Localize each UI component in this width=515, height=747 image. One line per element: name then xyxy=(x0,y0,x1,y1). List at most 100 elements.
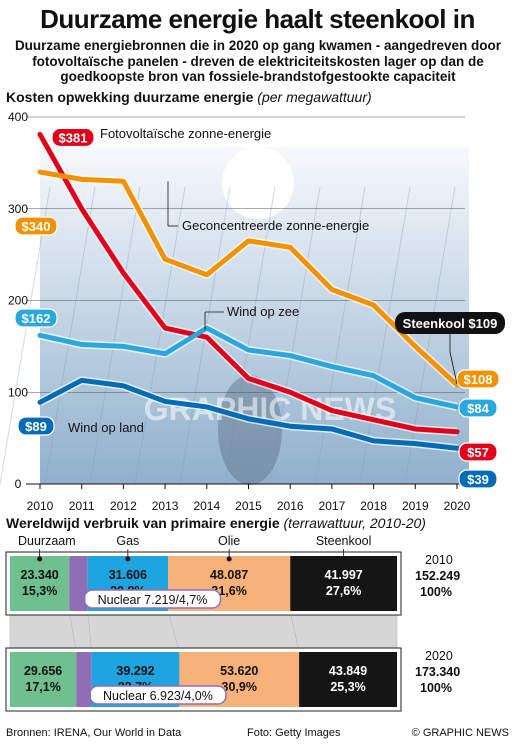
segment-value-label: 53.620 xyxy=(220,664,258,678)
onshore-end-label-box xyxy=(458,469,498,489)
segment-value-label: 43.849 xyxy=(329,664,367,678)
nuclear-callout-pointer xyxy=(83,690,91,700)
connector-band xyxy=(9,610,77,653)
bar-segment-duurzaam-2010 xyxy=(10,556,70,611)
offshore-series-name: Wind op zee xyxy=(227,304,299,319)
coal-annotation-label: Steenkool $109 xyxy=(403,316,498,331)
bar-segment-duurzaam-2020 xyxy=(10,652,77,707)
x-tick-label: 2010 xyxy=(27,499,54,513)
pv-series-name: Fotovoltaïsche zonne-energie xyxy=(100,126,271,141)
onshore-end-label: $39 xyxy=(467,472,489,487)
category-leader-dot xyxy=(125,556,131,562)
connector-band xyxy=(289,610,398,653)
category-leader-dot xyxy=(226,556,232,562)
x-tick-label: 2019 xyxy=(402,499,429,513)
segment-value-label: 48.087 xyxy=(210,568,248,582)
footer-photo-credit: Foto: Getty Images xyxy=(247,727,341,739)
pv-end-label-box xyxy=(458,442,498,462)
x-tick-label: 2012 xyxy=(110,499,137,513)
category-leader-dot xyxy=(341,556,347,562)
total-value-label: 173.340 xyxy=(415,665,460,679)
segment-share-label: 27,6% xyxy=(326,584,361,598)
x-tick-label: 2020 xyxy=(444,499,471,513)
offshore-start-label-box xyxy=(14,308,58,328)
bar-segment-steenkool-2010 xyxy=(290,556,397,611)
offshore-end-label: $84 xyxy=(467,401,489,416)
section-consumption-label: Wereldwijd verbruik van primaire energie xyxy=(6,515,280,531)
total-share-label: 100% xyxy=(420,681,452,695)
section-costs-heading: Kosten opwekking duurzame energie (per m… xyxy=(6,89,372,105)
y-tick-label: 200 xyxy=(8,294,28,308)
person-silhouette xyxy=(218,375,282,485)
segment-value-label: 39.292 xyxy=(116,664,154,678)
x-tick-label: 2013 xyxy=(152,499,179,513)
segment-share-label: 15,3% xyxy=(22,584,57,598)
panel-grid-line xyxy=(134,186,186,485)
footer-copyright: © GRAPHIC NEWS xyxy=(411,727,509,739)
segment-share-label: 30,9% xyxy=(222,680,257,694)
category-label-olie: Olie xyxy=(218,534,240,548)
y-tick-label: 100 xyxy=(8,385,28,399)
connector-band xyxy=(87,610,180,653)
csp-start-label-box xyxy=(14,216,58,236)
charts-svg: 0 100 200 300 400 2010 2011 2012 2013 2014 2015 201… xyxy=(0,110,505,712)
nuclear-callout-text: Nuclear 6.923/4,0% xyxy=(103,689,213,703)
panel-grid-line xyxy=(314,186,366,485)
panel-grid-line xyxy=(359,186,411,485)
x-tick-label: 2014 xyxy=(193,499,220,513)
onshore-series-name: Wind op land xyxy=(68,420,144,435)
panel-grid-line xyxy=(89,186,141,485)
section-costs-label: Kosten opwekking duurzame energie xyxy=(6,89,254,105)
coal-annotation-box xyxy=(395,312,505,334)
panel-grid-line xyxy=(224,186,276,485)
onshore-start-label-box xyxy=(17,416,55,436)
y-tick-label: 0 xyxy=(15,477,22,491)
csp-end-label: $108 xyxy=(464,372,493,387)
section-consumption-unit: (terrawattuur, 2010-20) xyxy=(283,515,426,531)
onshore-start-label: $89 xyxy=(25,419,47,434)
offshore-end-label-box xyxy=(458,398,498,418)
total-value-label: 152.249 xyxy=(415,569,460,583)
total-year-label: 2010 xyxy=(425,553,453,567)
segment-value-label: 29.656 xyxy=(24,664,62,678)
page-title: Duurzame energie haalt steenkool in xyxy=(40,4,475,34)
category-label-duurzaam: Duurzaam xyxy=(18,534,76,548)
csp-start-label: $340 xyxy=(22,219,51,234)
connector-band xyxy=(167,610,300,653)
csp-series-name: Geconcentreerde zonne-energie xyxy=(182,218,369,233)
category-leader-dot xyxy=(37,556,43,562)
panel-grid-line xyxy=(44,186,96,485)
nuclear-callout-pointer xyxy=(78,594,86,604)
pv-start-label: $381 xyxy=(59,130,88,145)
offshore-start-label: $162 xyxy=(22,311,51,326)
pv-start-label-box xyxy=(51,127,95,148)
panel-grid-line xyxy=(404,186,456,485)
y-tick-label: 300 xyxy=(8,202,28,216)
section-costs-unit: (per megawattuur) xyxy=(257,89,372,105)
segment-value-label: 23.340 xyxy=(21,568,59,582)
x-tick-label: 2015 xyxy=(235,499,262,513)
x-tick-label: 2016 xyxy=(277,499,304,513)
panel-grid-line xyxy=(269,186,321,485)
x-tick-label: 2018 xyxy=(360,499,387,513)
pv-end-label: $57 xyxy=(467,445,489,460)
total-share-label: 100% xyxy=(420,585,452,599)
category-label-steenkool: Steenkool xyxy=(316,534,372,548)
segment-value-label: 41.997 xyxy=(325,568,363,582)
section-consumption-heading: Wereldwijd verbruik van primaire energie… xyxy=(6,515,426,531)
total-year-label: 2020 xyxy=(425,649,453,663)
segment-share-label: 25,3% xyxy=(330,680,365,694)
segment-value-label: 31.606 xyxy=(109,568,147,582)
sun-glow xyxy=(222,147,294,219)
coal-annotation-leader xyxy=(449,351,458,385)
bar-segment-steenkool-2020 xyxy=(299,652,397,707)
y-tick-label: 400 xyxy=(8,110,28,124)
nuclear-callout-text: Nuclear 7.219/4,7% xyxy=(98,593,208,607)
x-tick-label: 2017 xyxy=(319,499,346,513)
footer-source: Bronnen: IRENA, Our World in Data xyxy=(6,727,182,739)
category-label-gas: Gas xyxy=(116,534,139,548)
x-tick-label: 2011 xyxy=(69,499,95,513)
segment-share-label: 17,1% xyxy=(25,680,60,694)
page-subtitle: Duurzame energiebronnen die in 2020 op g… xyxy=(14,38,502,84)
panel-grid-line xyxy=(0,186,51,485)
